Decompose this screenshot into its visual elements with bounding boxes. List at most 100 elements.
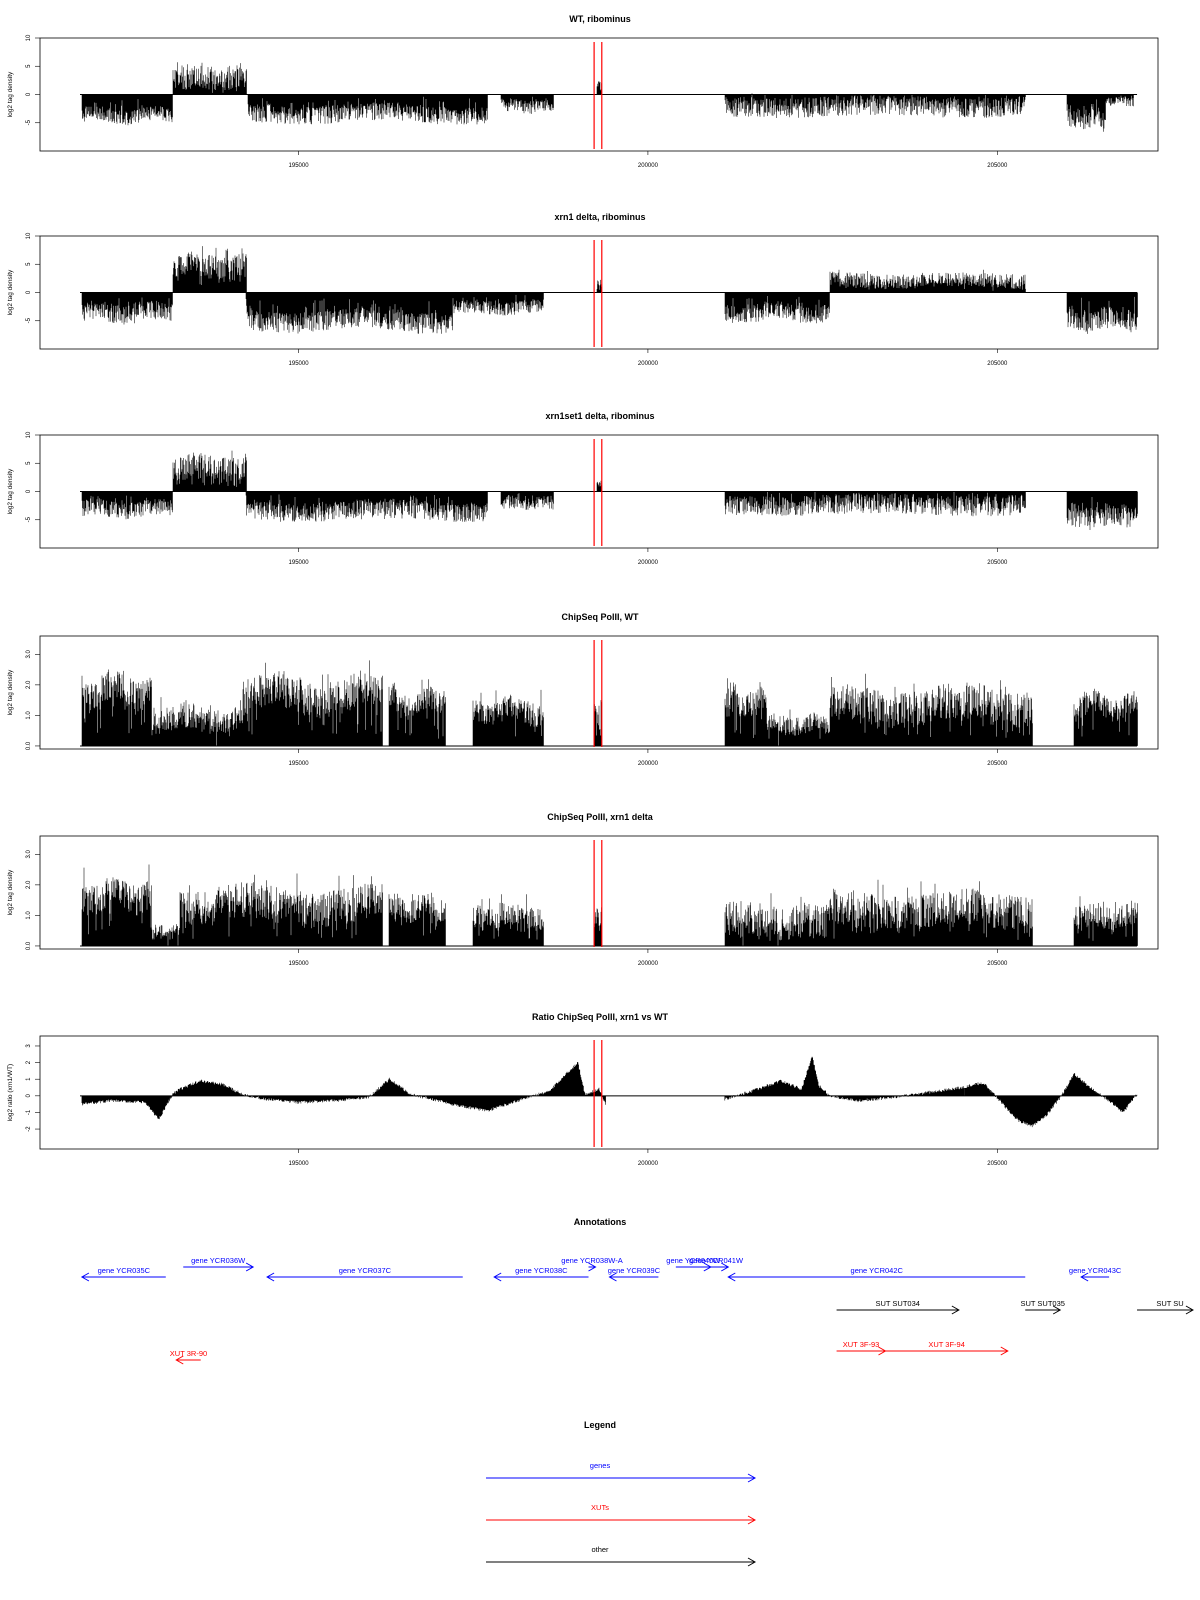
x-tick-label: 205000 <box>987 1161 1008 1167</box>
x-tick-label: 195000 <box>289 961 310 967</box>
chart-panel-6: Ratio ChipSeq PolII, xrn1 vs WT -2 -1 0 1 2 3 l… <box>7 1012 1159 1167</box>
feature-arrow-head <box>493 1272 502 1282</box>
y-tick-label: -5 <box>26 516 32 522</box>
feature-arrow-head <box>608 1272 617 1282</box>
x-tick-label: 195000 <box>289 1161 310 1167</box>
feature-arrow-head <box>747 1473 757 1483</box>
annotation-label: XUT 3F-94 <box>928 1340 965 1349</box>
x-tick-label: 195000 <box>289 163 310 169</box>
panel-title: ChipSeq PolII, xrn1 delta <box>547 812 654 822</box>
annotation-label: gene YCR040W <box>666 1256 721 1265</box>
y-axis-label: log2 tag density <box>7 269 14 315</box>
y-tick-label: 0 <box>26 290 32 294</box>
annotation-label: gene YCR037C <box>339 1266 392 1275</box>
annotation-label: gene YCR042C <box>851 1266 904 1275</box>
annotation-label: XUT 3F-93 <box>843 1340 880 1349</box>
y-axis-label: log2 tag density <box>7 468 14 514</box>
x-tick-label: 205000 <box>987 560 1008 566</box>
y-tick-label: -1 <box>26 1109 32 1115</box>
chart-panel-5: ChipSeq PolII, xrn1 delta 0.0 1.0 2.0 3.0 log… <box>7 812 1159 967</box>
y-tick-label: 0 <box>26 489 32 493</box>
x-tick-label: 195000 <box>289 361 310 367</box>
x-tick-label: 195000 <box>289 761 310 767</box>
y-tick-label: 1.0 <box>26 911 32 920</box>
annotation-label: gene YCR039C <box>608 1266 661 1275</box>
x-tick-label: 195000 <box>289 560 310 566</box>
feature-arrow-head <box>1000 1346 1009 1356</box>
y-tick-label: 10 <box>26 431 32 438</box>
legend-label: XUTs <box>591 1503 609 1512</box>
annotation-label: gene YCR041W <box>689 1256 744 1265</box>
annotation-label: gene YCR035C <box>98 1266 151 1275</box>
y-tick-label: 5 <box>26 262 32 266</box>
data-bars <box>81 62 1134 132</box>
legend-label: genes <box>590 1461 611 1470</box>
annotation-label: gene YCR038W-A <box>561 1256 622 1265</box>
panel-title: WT, ribominus <box>569 14 631 24</box>
y-tick-label: -5 <box>26 317 32 323</box>
plot-frame <box>39 635 1159 750</box>
annotation-label: SUT SUT035 <box>1020 1299 1064 1308</box>
annotation-label: gene YCR038C <box>515 1266 568 1275</box>
y-tick-label: 0 <box>26 1093 32 1097</box>
y-tick-label: 10 <box>26 34 32 41</box>
annotations-title: Annotations <box>574 1217 627 1227</box>
x-tick-label: 200000 <box>638 163 659 169</box>
annotation-label: SUT SU <box>1156 1299 1183 1308</box>
annotation-label: gene YCR036W <box>191 1256 246 1265</box>
y-tick-label: 0 <box>26 92 32 96</box>
x-tick-label: 205000 <box>987 961 1008 967</box>
y-tick-label: 10 <box>26 232 32 239</box>
plot-frame <box>39 1035 1159 1150</box>
legend-panel: Legend genes XUTs other <box>486 1420 757 1567</box>
y-tick-label: 2.0 <box>26 680 32 689</box>
panel-title: xrn1 delta, ribominus <box>554 212 645 222</box>
y-tick-label: 0.0 <box>26 741 32 750</box>
y-tick-label: 3.0 <box>26 849 32 858</box>
chart-panel-1: WT, ribominus -5 0 5 10 log2 tag density 19500… <box>7 14 1159 169</box>
feature-arrow-head <box>747 1515 757 1525</box>
annotation-label: gene YCR043C <box>1069 1266 1122 1275</box>
y-axis-label: log2 tag density <box>7 71 14 117</box>
feature-arrow-head <box>80 1272 90 1282</box>
y-tick-label: 3 <box>26 1044 32 1048</box>
panel-title: xrn1set1 delta, ribominus <box>545 411 654 421</box>
legend-label: other <box>591 1545 609 1554</box>
legend-title: Legend <box>584 1420 616 1430</box>
y-tick-label: 2.0 <box>26 880 32 889</box>
feature-arrow-head <box>1052 1305 1062 1315</box>
data-bars <box>81 660 1138 746</box>
x-tick-label: 205000 <box>987 761 1008 767</box>
chart-panel-4: ChipSeq PolII, WT 0.0 1.0 2.0 3.0 log2 tag de… <box>7 612 1159 767</box>
y-axis-label: log2 ratio (xrn1/WT) <box>7 1064 14 1121</box>
x-tick-label: 205000 <box>987 361 1008 367</box>
y-tick-label: 1 <box>26 1077 32 1081</box>
feature-arrow-head <box>245 1262 255 1272</box>
feature-arrow-head <box>266 1272 275 1282</box>
feature-arrow-head <box>878 1346 887 1356</box>
y-axis-label: log2 tag density <box>7 869 14 915</box>
plot-frame <box>39 835 1159 950</box>
data-bars <box>81 864 1138 946</box>
chart-panel-3: xrn1set1 delta, ribominus -5 0 5 10 log2 tag … <box>7 411 1159 566</box>
feature-arrow-head <box>721 1262 730 1272</box>
feature-arrow-head <box>951 1305 960 1315</box>
panel-title: Ratio ChipSeq PolII, xrn1 vs WT <box>532 1012 669 1022</box>
chart-panel-2: xrn1 delta, ribominus -5 0 5 10 log2 tag dens… <box>7 212 1159 367</box>
feature-arrow-head <box>588 1262 597 1272</box>
annotations-panel: Annotations gene YCR035C gene YCR036W gene … <box>80 1217 1194 1365</box>
x-tick-label: 200000 <box>638 560 659 566</box>
ratio-area <box>81 1056 1138 1128</box>
y-tick-label: 3.0 <box>26 649 32 658</box>
x-tick-label: 200000 <box>638 961 659 967</box>
feature-arrow-head <box>1080 1272 1089 1282</box>
annotation-label: SUT SUT034 <box>875 1299 919 1308</box>
feature-arrow-head <box>747 1557 757 1567</box>
y-axis-label: log2 tag density <box>7 669 14 715</box>
y-tick-label: -2 <box>26 1126 32 1132</box>
y-tick-label: 0.0 <box>26 941 32 950</box>
x-tick-label: 205000 <box>987 163 1008 169</box>
y-tick-label: 2 <box>26 1060 32 1064</box>
feature-arrow-head <box>175 1355 184 1365</box>
